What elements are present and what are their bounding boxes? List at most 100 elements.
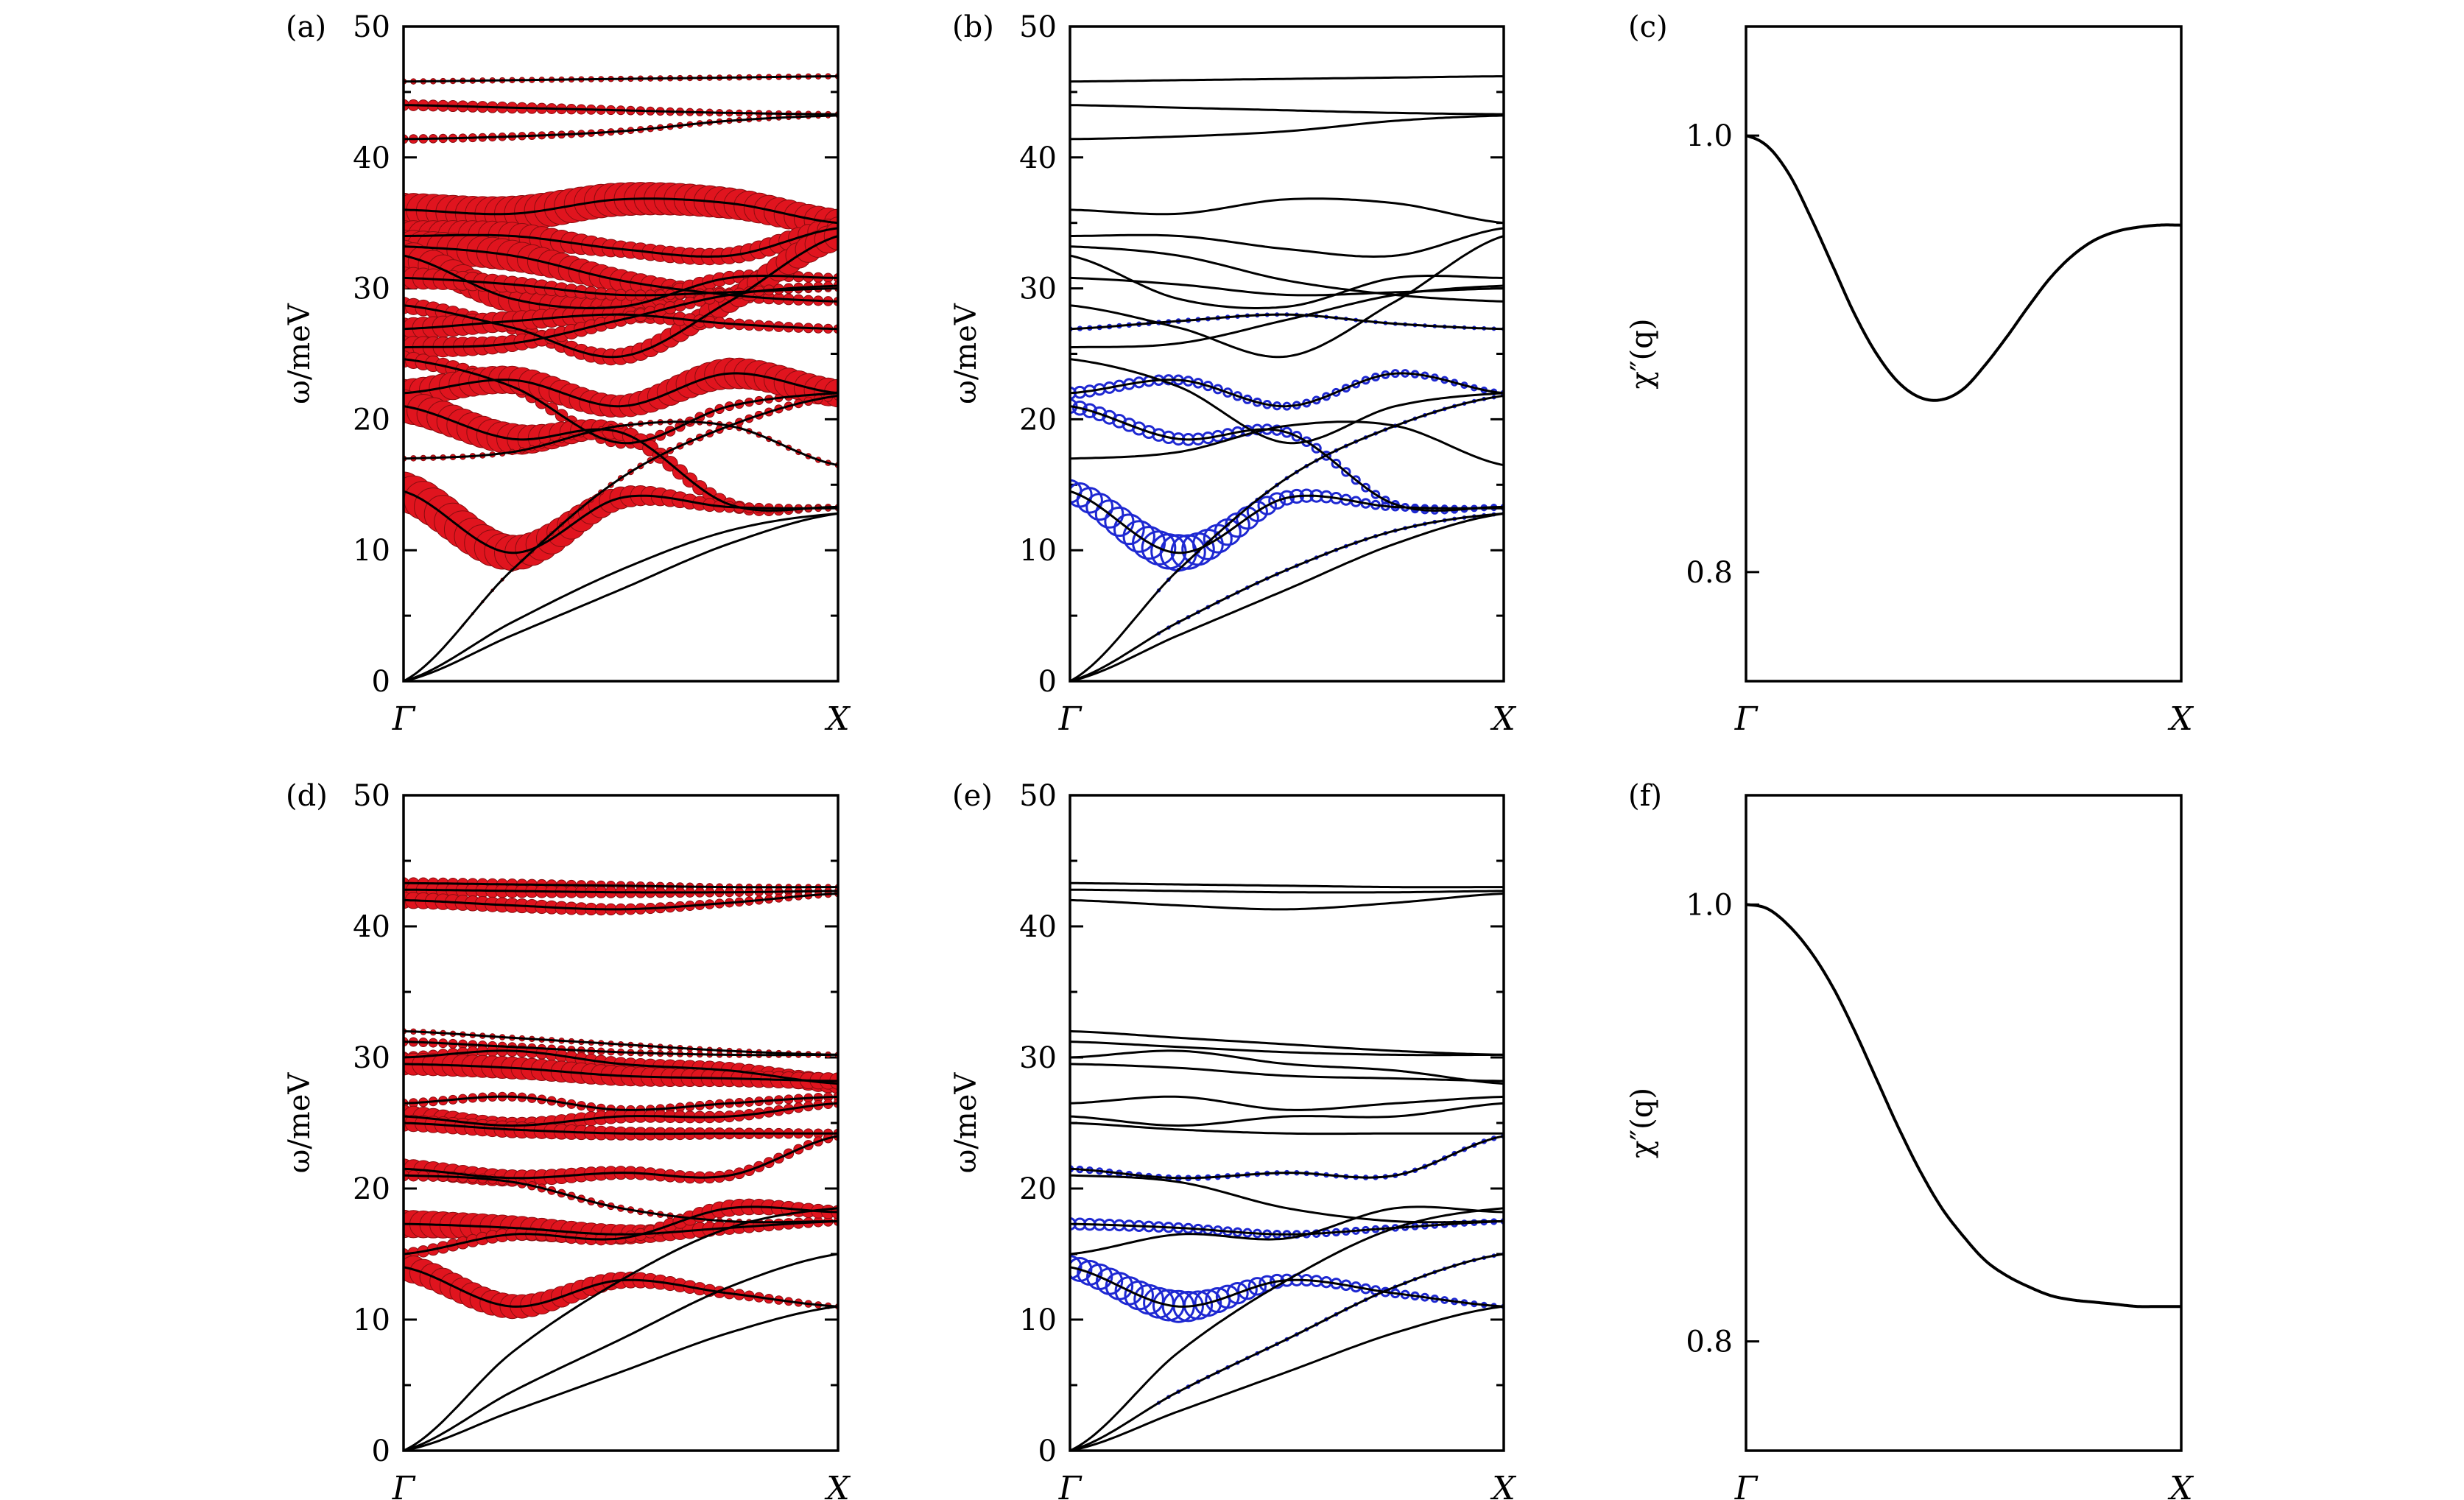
phonon-band: [404, 512, 838, 681]
weight-marker: [1183, 1290, 1214, 1320]
phonon-band: [1070, 512, 1504, 681]
x-tick-label: Γ: [392, 1470, 416, 1500]
panel-label: (f): [1628, 779, 1662, 813]
weight-marker: [1113, 513, 1145, 546]
phonon-band: [404, 1207, 838, 1451]
phonon-band: [1070, 1220, 1504, 1236]
weight-marker: [1082, 403, 1097, 418]
phonon-band: [404, 235, 838, 359]
phonon-band: [404, 881, 838, 889]
phonon-band: [404, 1122, 838, 1135]
y-tick-label: 50: [353, 10, 390, 44]
phonon-band: [1070, 254, 1504, 309]
weight-marker: [1226, 1282, 1249, 1305]
x-tick-label: Γ: [1734, 1470, 1759, 1500]
phonon-band: [404, 405, 838, 512]
phonon-band: [1070, 104, 1504, 116]
phonon-band: [404, 1029, 838, 1056]
x-tick-label: Γ: [1058, 700, 1083, 738]
panel-c: (c) 0.8 1.0 Γ Xχ″(q): [1625, 10, 2194, 738]
phonon-band: [404, 1095, 838, 1111]
weight-marker: [1321, 450, 1331, 461]
phonon-band: [1070, 1095, 1504, 1111]
phonon-band: [1070, 1205, 1504, 1256]
phonon-band: [404, 227, 838, 258]
phonon-band: [1070, 490, 1504, 554]
phonon-band: [1070, 881, 1504, 889]
y-tick-label: 1.0: [1686, 888, 1733, 922]
phonon-band: [404, 114, 838, 141]
y-tick-label: 40: [1019, 910, 1057, 944]
y-tick-label: 0: [1038, 665, 1057, 699]
phonon-band: [1070, 394, 1504, 681]
y-tick-label: 50: [1019, 779, 1057, 813]
y-axis-title: χ″(q): [1625, 319, 1659, 390]
phonon-band: [404, 1205, 838, 1256]
x-tick-label: Γ: [1734, 700, 1759, 738]
phonon-band: [404, 394, 838, 681]
y-axis-title: ω/meV: [283, 303, 317, 404]
phonon-band: [1070, 1305, 1504, 1451]
weight-marker: [1222, 387, 1233, 398]
plot-frame: [1069, 794, 1505, 1452]
y-tick-label: 30: [353, 1041, 390, 1075]
x-tick-label: X: [1490, 700, 1516, 738]
weight-marker: [1232, 391, 1243, 401]
plot-frame: [1745, 794, 2183, 1452]
weight-marker: [1212, 384, 1223, 395]
weight-marker: [1092, 406, 1108, 422]
plot-area: [404, 73, 838, 681]
plot-area: [1746, 134, 2181, 402]
y-tick-label: 0: [372, 665, 390, 699]
phonon-band: [404, 358, 838, 445]
phonon-band: [404, 372, 838, 408]
x-tick-label: Γ: [392, 700, 416, 738]
plot-area: [1746, 903, 2181, 1309]
y-tick-label: 50: [1019, 10, 1057, 44]
x-tick-label: X: [824, 1470, 851, 1500]
phonon-band: [404, 1135, 838, 1180]
phonon-band: [404, 1305, 838, 1451]
weight-marker: [1070, 398, 1078, 415]
weight-marker: [1247, 1277, 1267, 1296]
phonon-band: [1070, 313, 1504, 331]
y-tick-label: 20: [1019, 403, 1057, 437]
phonon-band: [404, 104, 838, 116]
phonon-band: [404, 512, 838, 681]
phonon-band: [1070, 245, 1504, 303]
y-tick-label: 0.8: [1686, 556, 1733, 590]
panel-e: (e) 0 10 20 30 40 50 Γ Xω/meV: [949, 779, 1516, 1500]
x-tick-label: X: [2167, 700, 2194, 738]
y-tick-label: 1.0: [1686, 119, 1733, 153]
weight-marker: [1351, 379, 1361, 389]
panel-label: (d): [286, 779, 328, 813]
phonon-band: [1070, 892, 1504, 911]
weight-marker: [1322, 392, 1331, 401]
y-tick-label: 10: [1019, 1303, 1057, 1337]
phonon-band: [404, 1063, 838, 1082]
phonon-band: [1070, 888, 1504, 894]
weight-marker: [1085, 493, 1114, 521]
phonon-band: [1070, 75, 1504, 83]
weight-marker: [1194, 1289, 1222, 1317]
phonon-band: [404, 313, 838, 331]
y-axis-title: ω/meV: [949, 1072, 983, 1174]
phonon-band: [404, 1102, 838, 1127]
weight-marker: [1291, 431, 1303, 442]
weight-marker: [1331, 387, 1341, 397]
weight-marker: [1311, 443, 1322, 454]
phonon-band: [1070, 1063, 1504, 1082]
phonon-band: [1070, 284, 1504, 349]
plot-area: [1070, 881, 1504, 1451]
weight-marker: [1341, 384, 1351, 393]
y-tick-label: 40: [353, 141, 390, 175]
panel-b: (b) 0 10 20 30 40 50 Γ Xω/meV: [949, 10, 1516, 738]
plot-frame: [1745, 25, 2183, 683]
phonon-band: [1070, 358, 1504, 445]
phonon-band: [404, 490, 838, 554]
weight-marker: [1076, 487, 1103, 514]
chi-curve: [1746, 903, 2181, 1309]
plot-frame: [402, 794, 839, 1452]
x-tick-label: Γ: [1058, 1470, 1083, 1500]
